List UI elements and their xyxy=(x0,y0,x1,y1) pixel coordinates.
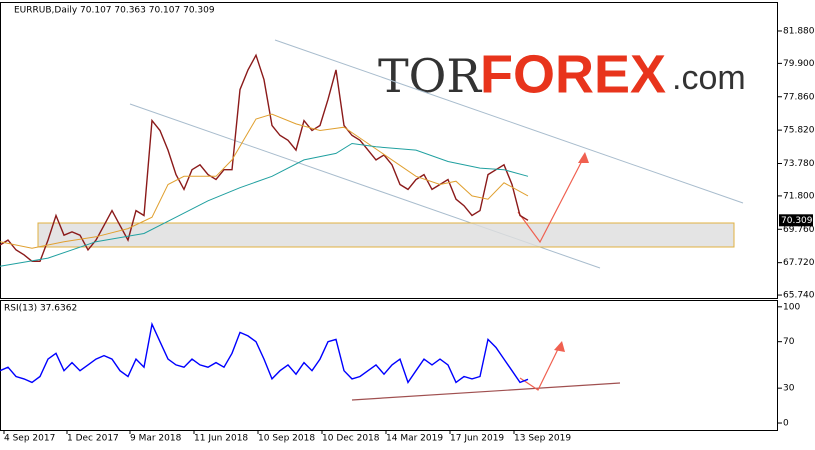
arrow-head xyxy=(578,152,589,163)
x-tick-label: 17 Jun 2019 xyxy=(450,434,504,444)
y-tick-label: 81.880 xyxy=(783,26,815,36)
current-price-box xyxy=(779,214,813,227)
annotations xyxy=(37,39,744,401)
x-tick-label: 9 Mar 2018 xyxy=(130,434,182,444)
rsi-trendline xyxy=(351,382,621,401)
series-line xyxy=(0,321,529,384)
x-tick-label: 1 Dec 2017 xyxy=(67,434,119,444)
y-tick-label: 65.740 xyxy=(783,291,815,301)
watermark-forex: FOREX xyxy=(480,44,666,104)
watermark-com: .com xyxy=(672,59,746,97)
x-tick-label: 4 Sep 2017 xyxy=(4,434,55,444)
x-tick-label: 14 Mar 2019 xyxy=(386,434,443,444)
rsi-title: RSI(13) 37.6362 xyxy=(4,304,77,314)
series-line xyxy=(0,142,529,267)
y-tick-label: 0 xyxy=(783,419,789,429)
rsi-panel xyxy=(0,300,778,431)
y-tick-label: 71.800 xyxy=(783,191,815,201)
y-tick-label: 75.820 xyxy=(783,126,815,136)
y-tick-label: 73.780 xyxy=(783,159,815,169)
watermark-tor: TOR xyxy=(378,49,482,103)
y-tick-label: 70 xyxy=(783,337,795,347)
price-panel xyxy=(0,2,778,299)
support-zone xyxy=(37,222,735,248)
y-tick-label: 69.760 xyxy=(783,225,815,235)
y-tick-label: 79.900 xyxy=(783,59,815,69)
x-tick-label: 13 Sep 2019 xyxy=(514,434,571,444)
x-tick-label: 10 Dec 2018 xyxy=(322,434,380,444)
current-price-label: 70.309 xyxy=(781,216,813,226)
x-tick-label: 10 Sep 2018 xyxy=(258,434,315,444)
x-tick-label: 11 Jun 2018 xyxy=(194,434,248,444)
forecast-arrow xyxy=(517,154,586,244)
rsi-arrow-head xyxy=(554,341,565,352)
y-tick-label: 67.720 xyxy=(783,258,815,268)
rsi-arrow xyxy=(519,344,561,391)
y-tick-label: 30 xyxy=(783,384,795,394)
y-tick-label: 100 xyxy=(783,302,800,312)
series-line xyxy=(0,113,529,249)
channel-upper xyxy=(274,39,744,204)
y-tick-label: 77.860 xyxy=(783,92,815,102)
price-title: EURRUB,Daily 70.107 70.363 70.107 70.309 xyxy=(14,6,215,16)
